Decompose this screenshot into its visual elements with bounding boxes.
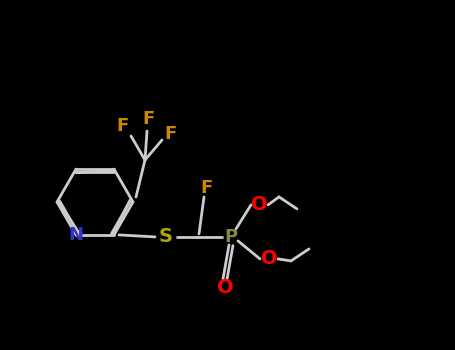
Text: P: P — [224, 228, 238, 246]
Text: F: F — [143, 110, 155, 128]
Text: F: F — [117, 117, 129, 135]
Text: F: F — [201, 179, 213, 197]
Text: O: O — [251, 195, 268, 215]
Text: O: O — [261, 250, 277, 268]
Text: N: N — [69, 226, 84, 244]
Text: S: S — [159, 228, 173, 246]
Text: F: F — [165, 125, 177, 143]
Text: O: O — [217, 278, 233, 298]
